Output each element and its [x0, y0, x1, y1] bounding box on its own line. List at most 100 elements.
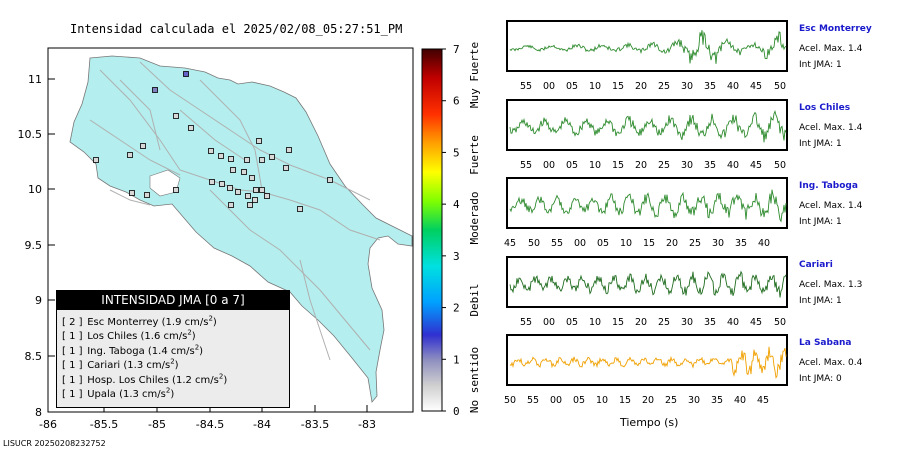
station-max-acceleration: Acel. Max. 1.4: [799, 44, 863, 54]
station-marker: [327, 177, 333, 183]
map-title: Intensidad calculada el 2025/02/08_05:27…: [70, 22, 403, 36]
scale-category-label: Moderado: [468, 192, 481, 245]
time-tick-label: 00: [542, 81, 556, 92]
time-tick-label: 25: [664, 395, 678, 406]
scale-tick-label: 7: [453, 43, 460, 56]
time-ticks: 45 50 55 00 05 10 15 20 25 30 35 40: [504, 238, 788, 252]
time-tick-label: 45: [749, 81, 763, 92]
legend-item-label: Ing. Taboga (1.4 cm/s: [87, 345, 195, 357]
time-tick-label: 05: [596, 238, 610, 249]
station-max-acceleration: Acel. Max. 1.3: [799, 280, 863, 290]
record-id: LISUCR 20250208232752: [3, 439, 106, 448]
time-tick-label: 15: [611, 160, 625, 171]
time-tick-label: 20: [665, 238, 679, 249]
waveform-line: [509, 270, 787, 298]
legend-item-unit-exponent: 2: [170, 357, 175, 366]
station-marker: [235, 189, 241, 195]
time-tick-label: 30: [680, 81, 694, 92]
time-tick-label: 20: [641, 395, 655, 406]
time-tick-label: 10: [588, 81, 602, 92]
map-y-tick-label: 9.5: [25, 239, 43, 252]
station-jma-intensity: Int JMA: 1: [799, 217, 842, 227]
seismogram-trace: [509, 189, 787, 223]
station-marker: [228, 202, 234, 208]
station-marker: [140, 143, 146, 149]
time-tick-label: 35: [703, 81, 717, 92]
station-marker: [144, 192, 150, 198]
scale-tick-label: 4: [453, 198, 460, 211]
legend-item-level: 1: [62, 359, 84, 373]
station-jma-intensity: Int JMA: 1: [799, 296, 842, 306]
time-tick-label: 30: [711, 238, 725, 249]
map-y-axis: 11 10.5 10 9.5 9 8.5 8: [18, 73, 55, 419]
map-y-tick-label: 8.5: [25, 350, 43, 363]
seismogram-panel: [506, 334, 788, 386]
time-tick-label: 05: [565, 81, 579, 92]
map-x-tick-label: -86: [39, 418, 57, 431]
time-tick-label: 55: [519, 81, 533, 92]
legend-item-label: Cariari (1.3 cm/s: [87, 360, 171, 372]
legend-item-level: 2: [62, 316, 84, 330]
legend-item-tail: ): [191, 331, 196, 343]
time-tick-label: 10: [588, 160, 602, 171]
time-tick-label: 40: [733, 395, 747, 406]
map-x-tick-label: -83: [358, 418, 376, 431]
time-tick-label: 00: [549, 395, 563, 406]
legend-item-label: Hosp. Los Chiles (1.2 cm/s: [87, 374, 219, 386]
map-x-tick-label: -85: [148, 418, 166, 431]
scale-category-label: Muy Fuerte: [468, 42, 481, 108]
time-tick-label: 50: [503, 395, 517, 406]
seismogram-panel: [506, 20, 788, 72]
seismogram-trace: [509, 346, 787, 379]
station-name: Cariari: [799, 260, 833, 270]
station-name: Esc Monterrey: [799, 24, 872, 34]
intensity-color-scale: [421, 48, 443, 412]
scale-tick-label: 0: [453, 405, 460, 418]
time-tick-label: 50: [527, 238, 541, 249]
time-tick-label: 30: [687, 395, 701, 406]
legend-item: 1 Los Chiles (1.6 cm/s2): [57, 330, 289, 344]
color-scale-labels: No sentido Debil Moderado Fuerte Muy Fuerte: [468, 42, 481, 413]
scale-category-label: Debil: [468, 283, 481, 316]
station-marker: [93, 157, 99, 163]
station-marker: [283, 165, 289, 171]
legend-item: 1 Cariari (1.3 cm/s2): [57, 357, 289, 373]
time-tick-label: 05: [572, 395, 586, 406]
scale-tick-label: 5: [453, 146, 460, 159]
time-tick-label: 30: [680, 160, 694, 171]
scale-tick-label: 3: [453, 250, 460, 263]
legend-list: 2 Esc Monterrey (1.9 cm/s2) 1 Los Chiles…: [57, 310, 289, 402]
legend-item-tail: ): [174, 360, 179, 372]
station-marker: [297, 206, 303, 212]
station-marker: [129, 190, 135, 196]
station-marker: [245, 193, 251, 199]
legend-item-tail: ): [212, 317, 217, 328]
station-marker: [152, 87, 158, 93]
legend-item: 1 Ing. Taboga (1.4 cm/s2): [57, 344, 289, 359]
station-markers: [93, 71, 333, 212]
legend-header: INTENSIDAD JMA [0 a 7]: [57, 291, 289, 310]
station-name: Ing. Taboga: [799, 181, 858, 191]
time-tick-label: 55: [519, 160, 533, 171]
station-marker: [259, 157, 265, 163]
station-marker: [209, 179, 215, 185]
legend-item-unit-exponent: 2: [218, 372, 224, 381]
time-tick-label: 05: [565, 317, 579, 328]
intensity-legend: INTENSIDAD JMA [0 a 7] 2 Esc Monterrey (…: [56, 290, 290, 408]
station-marker: [247, 202, 253, 208]
time-ticks: 55 00 05 10 15 20 25 30 35 40 45 50: [506, 317, 788, 331]
time-tick-label: 30: [680, 317, 694, 328]
time-tick-label: 25: [657, 317, 671, 328]
time-tick-label: 50: [773, 317, 787, 328]
station-marker: [127, 152, 133, 158]
station-marker: [219, 181, 225, 187]
waveform-line: [509, 30, 787, 64]
station-info: Los Chiles Acel. Max. 1.4 Int JMA: 1: [799, 103, 862, 149]
legend-item-label: Upala (1.3 cm/s: [87, 388, 166, 400]
time-tick-label: 15: [611, 317, 625, 328]
time-tick-label: 35: [703, 160, 717, 171]
station-marker: [253, 187, 259, 193]
scale-tick-label: 1: [453, 353, 460, 366]
time-ticks: 55 00 05 10 15 20 25 30 35 40 45 50: [506, 160, 788, 174]
station-info: Esc Monterrey Acel. Max. 1.4 Int JMA: 1: [799, 24, 872, 70]
